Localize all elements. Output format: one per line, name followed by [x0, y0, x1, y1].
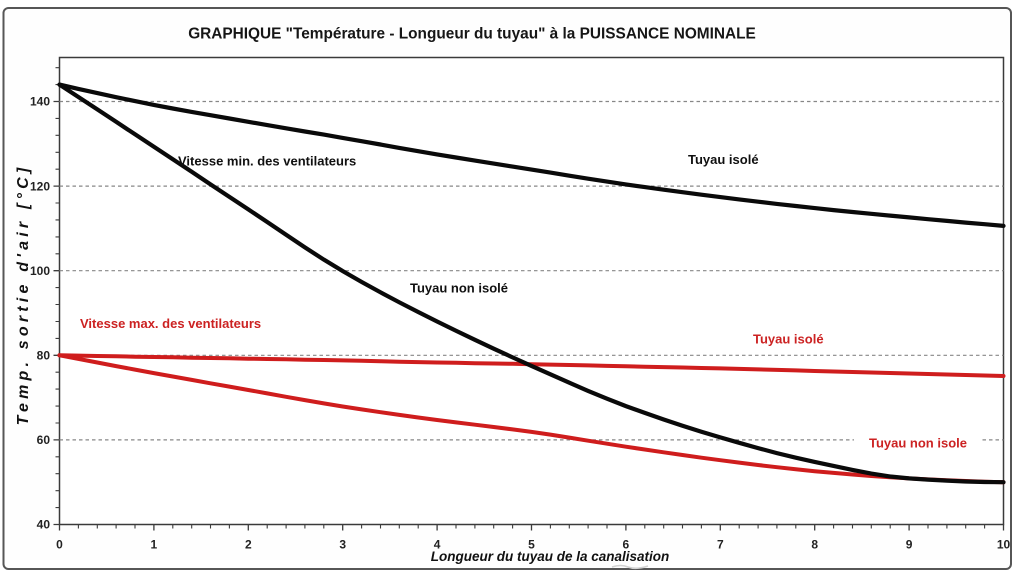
- svg-text:7: 7: [717, 538, 724, 552]
- svg-text:Tuyau isolé: Tuyau isolé: [753, 332, 824, 347]
- svg-text:Vitesse max. des ventilateurs: Vitesse max. des ventilateurs: [80, 316, 261, 331]
- svg-text:0: 0: [56, 538, 63, 552]
- svg-text:60: 60: [37, 433, 51, 447]
- svg-text:120: 120: [30, 179, 50, 193]
- svg-text:Tuyau non isole: Tuyau non isole: [869, 436, 967, 451]
- svg-text:4: 4: [434, 538, 441, 552]
- svg-text:1: 1: [151, 538, 158, 552]
- svg-text:3: 3: [339, 538, 346, 552]
- svg-text:40: 40: [37, 518, 51, 532]
- svg-text:Vitesse min. des ventilateurs: Vitesse min. des ventilateurs: [178, 154, 356, 169]
- svg-text:10: 10: [997, 538, 1011, 552]
- svg-text:6: 6: [623, 538, 630, 552]
- svg-text:5: 5: [528, 538, 535, 552]
- svg-text:Tuyau isolé: Tuyau isolé: [688, 152, 759, 167]
- svg-text:140: 140: [30, 95, 50, 109]
- svg-text:9: 9: [906, 538, 913, 552]
- svg-text:2: 2: [245, 538, 252, 552]
- svg-text:80: 80: [37, 349, 51, 363]
- svg-text:Tuyau non isolé: Tuyau non isolé: [410, 281, 508, 296]
- svg-text:GRAPHIQUE "Température - Longu: GRAPHIQUE "Température - Longueur du tuy…: [188, 26, 756, 43]
- svg-text:Temp. sortie d'air [°C]: Temp. sortie d'air [°C]: [15, 164, 32, 426]
- svg-text:Longueur du tuyau de la canali: Longueur du tuyau de la canalisation: [431, 549, 670, 564]
- svg-text:8: 8: [811, 538, 818, 552]
- svg-text:100: 100: [30, 264, 50, 278]
